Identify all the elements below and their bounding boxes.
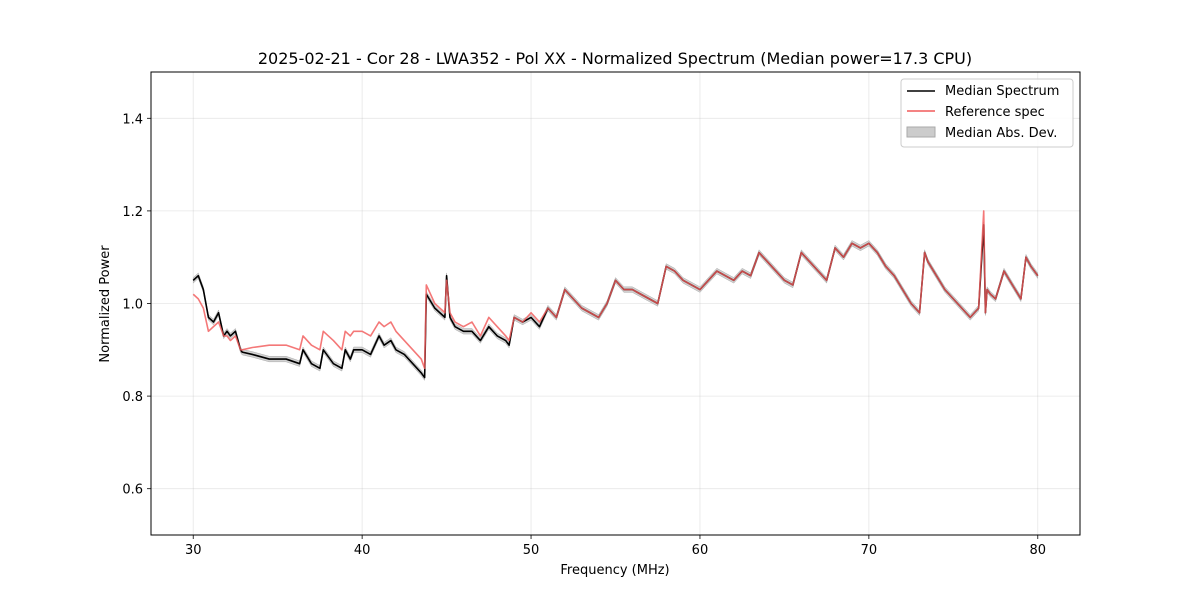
y-tick-label: 1.4 [122, 112, 143, 127]
y-axis-label: Normalized Power [98, 245, 113, 363]
legend-label-reference: Reference spec [945, 105, 1045, 120]
reference-spec-line [192, 210, 1039, 370]
axis-ticks: 30 40 50 60 70 80 0.6 0.8 1.0 1.2 1.4 [122, 112, 1046, 558]
x-tick-label: 50 [523, 543, 540, 558]
legend-swatch-mad [906, 126, 936, 138]
legend: Median Spectrum Reference spec Median Ab… [900, 78, 1074, 148]
chart-title: 2025-02-21 - Cor 28 - LWA352 - Pol XX - … [258, 49, 972, 68]
y-tick-label: 0.6 [122, 483, 143, 498]
x-tick-label: 60 [692, 543, 709, 558]
series-lines [192, 210, 1039, 379]
x-axis-label: Frequency (MHz) [560, 563, 669, 578]
y-tick-label: 1.2 [122, 205, 143, 220]
y-tick-label: 1.0 [122, 298, 143, 313]
legend-box [900, 78, 1074, 148]
x-tick-label: 40 [354, 543, 371, 558]
y-tick-label: 0.8 [122, 390, 143, 405]
x-tick-label: 80 [1029, 543, 1046, 558]
x-tick-label: 70 [861, 543, 878, 558]
legend-label-mad: Median Abs. Dev. [945, 126, 1057, 141]
x-tick-label: 30 [185, 543, 202, 558]
legend-label-median: Median Spectrum [945, 84, 1059, 99]
